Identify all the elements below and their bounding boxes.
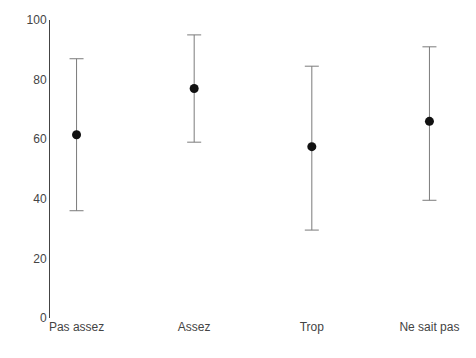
svg-text:80: 80 [33,73,47,87]
svg-text:Assez: Assez [178,320,211,334]
svg-text:100: 100 [27,13,47,27]
svg-text:Pas assez: Pas assez [49,320,104,334]
svg-text:60: 60 [33,132,47,146]
svg-text:20: 20 [33,252,47,266]
svg-text:40: 40 [33,192,47,206]
svg-text:Trop: Trop [300,320,325,334]
svg-text:Ne sait pas: Ne sait pas [399,320,459,334]
svg-text:0: 0 [40,311,47,325]
